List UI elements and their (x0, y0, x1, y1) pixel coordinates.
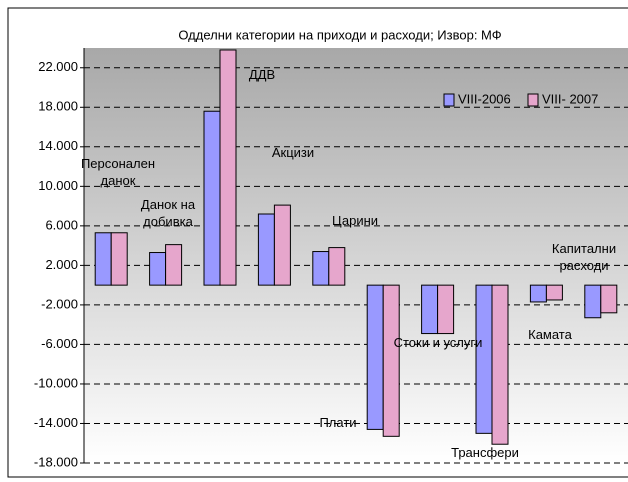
bar (110, 232, 128, 286)
y-tick-label: -14.000 (34, 415, 78, 430)
bar (584, 284, 602, 319)
y-tick-label: 18.000 (38, 99, 78, 114)
bar (165, 244, 183, 286)
y-tick-label: 14.000 (38, 138, 78, 153)
bar (312, 251, 330, 286)
bar (545, 284, 563, 301)
bar (437, 284, 455, 335)
category-label: Камата (528, 327, 572, 342)
bar (529, 284, 547, 303)
category-label: Данок на добивка (140, 197, 196, 229)
category-label: Акцизи (271, 145, 315, 160)
chart-title: Одделни категории на приходи и расходи; … (178, 27, 501, 42)
category-label: Плати (319, 415, 357, 430)
bar (600, 284, 618, 314)
y-tick-label: -2.000 (41, 296, 78, 311)
category-label: Стоки и услуги (393, 335, 483, 350)
bar (328, 247, 346, 286)
category-label: Капитални расходи (551, 241, 617, 273)
category-label: Персонален данок (80, 156, 156, 188)
bar (149, 252, 167, 286)
bar (366, 284, 384, 430)
y-tick-label: -10.000 (34, 375, 78, 390)
y-tick-label: 22.000 (38, 59, 78, 74)
bar (421, 284, 439, 335)
category-label: Трансфери (451, 445, 519, 460)
category-label: Царини (331, 213, 379, 228)
bar (273, 204, 291, 286)
y-tick-label: -18.000 (34, 454, 78, 469)
bar (94, 232, 112, 286)
y-tick-label: 10.000 (38, 178, 78, 193)
legend-swatch (527, 93, 539, 107)
bar (475, 284, 493, 434)
bar (491, 284, 509, 445)
bar (382, 284, 400, 437)
legend-label: VIII-2006 (458, 91, 511, 106)
category-label: ДДВ (248, 67, 276, 82)
y-tick-label: 6.000 (45, 217, 78, 232)
legend-swatch (443, 93, 455, 107)
bar (219, 49, 237, 286)
bar (257, 213, 275, 286)
legend-label: VIII- 2007 (542, 91, 598, 106)
y-tick-label: -6.000 (41, 336, 78, 351)
y-tick-label: 2.000 (45, 257, 78, 272)
